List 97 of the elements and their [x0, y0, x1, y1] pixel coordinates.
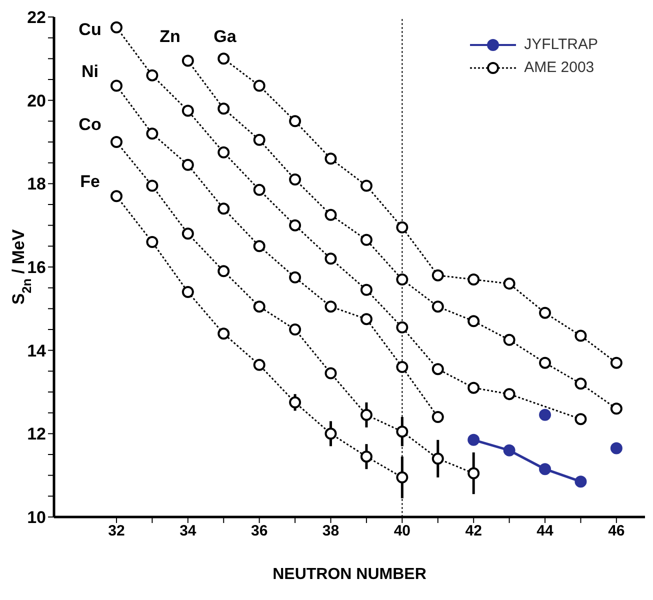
x-axis-title: NEUTRON NUMBER [272, 566, 427, 583]
point [396, 274, 408, 286]
point [218, 202, 230, 215]
point [289, 324, 302, 336]
point [503, 334, 516, 346]
point [324, 252, 337, 265]
point [396, 361, 408, 373]
point [289, 174, 302, 186]
point [360, 450, 372, 463]
point [253, 300, 266, 313]
point [289, 219, 302, 232]
point [396, 471, 408, 484]
point [503, 444, 516, 456]
point [360, 234, 372, 246]
y-tick-label: 10 [27, 508, 46, 528]
point [324, 367, 337, 380]
x-tick-label: 34 [180, 522, 197, 540]
point [360, 180, 372, 192]
point [146, 236, 158, 248]
point [182, 158, 194, 171]
point [539, 408, 552, 421]
point [574, 330, 587, 342]
legend-label: JYFLTRAP [524, 36, 598, 53]
point [574, 413, 587, 426]
x-tick-label: 40 [394, 522, 411, 540]
x-tick-label: 46 [608, 522, 625, 540]
point [610, 442, 622, 454]
point [610, 356, 622, 369]
point [396, 321, 408, 334]
point [574, 378, 587, 390]
point [289, 271, 302, 284]
point [432, 363, 444, 376]
point [503, 388, 516, 400]
x-tick-label: 38 [322, 522, 340, 540]
point [432, 300, 444, 313]
point [432, 452, 444, 465]
point [253, 134, 266, 146]
point [503, 278, 516, 290]
annotation: Co [78, 115, 102, 135]
point [539, 356, 552, 369]
annotation: Fe [80, 172, 100, 192]
point [468, 434, 480, 446]
y-tick-label: 14 [27, 341, 47, 360]
point [253, 80, 266, 92]
point [539, 463, 552, 476]
y-tick-label: 18 [27, 174, 46, 194]
point [360, 408, 372, 421]
point [324, 300, 337, 313]
point [360, 284, 372, 296]
point [218, 52, 230, 65]
annotation: Cu [78, 20, 102, 40]
point [468, 382, 480, 394]
point [146, 69, 158, 82]
point [574, 476, 587, 488]
point [396, 426, 408, 438]
point [218, 265, 230, 278]
x-tick-label: 42 [465, 522, 482, 540]
point [253, 184, 266, 196]
point [182, 228, 194, 240]
point [610, 402, 622, 415]
point [432, 411, 444, 423]
point [360, 313, 372, 326]
point [432, 269, 444, 282]
legend-label: AME 2003 [524, 59, 594, 76]
point [182, 286, 194, 298]
point [146, 180, 158, 192]
point [289, 115, 302, 128]
point [253, 358, 266, 371]
point [324, 208, 337, 221]
annotation: Ni [82, 62, 98, 82]
x-tick-label: 44 [536, 522, 554, 540]
point [324, 428, 337, 440]
point [468, 315, 480, 328]
point [182, 104, 194, 117]
y-tick-label: 20 [27, 91, 46, 110]
y-tick-label: 12 [27, 424, 46, 444]
annotation: Ga [214, 27, 236, 47]
point [110, 136, 122, 148]
point [539, 306, 552, 319]
point [146, 128, 158, 140]
point [253, 240, 266, 252]
point [110, 21, 122, 34]
annotation: Zn [160, 27, 180, 47]
point [218, 102, 230, 115]
x-tick-label: 32 [108, 522, 125, 540]
y-tick-label: 22 [27, 8, 46, 28]
point [218, 328, 230, 340]
point [324, 152, 337, 165]
point [468, 274, 480, 286]
x-tick-label: 36 [250, 522, 268, 540]
point [468, 467, 480, 480]
point [182, 54, 194, 67]
point [110, 190, 122, 202]
point [218, 146, 230, 158]
point [110, 80, 122, 92]
point [289, 396, 302, 408]
point [396, 221, 408, 234]
